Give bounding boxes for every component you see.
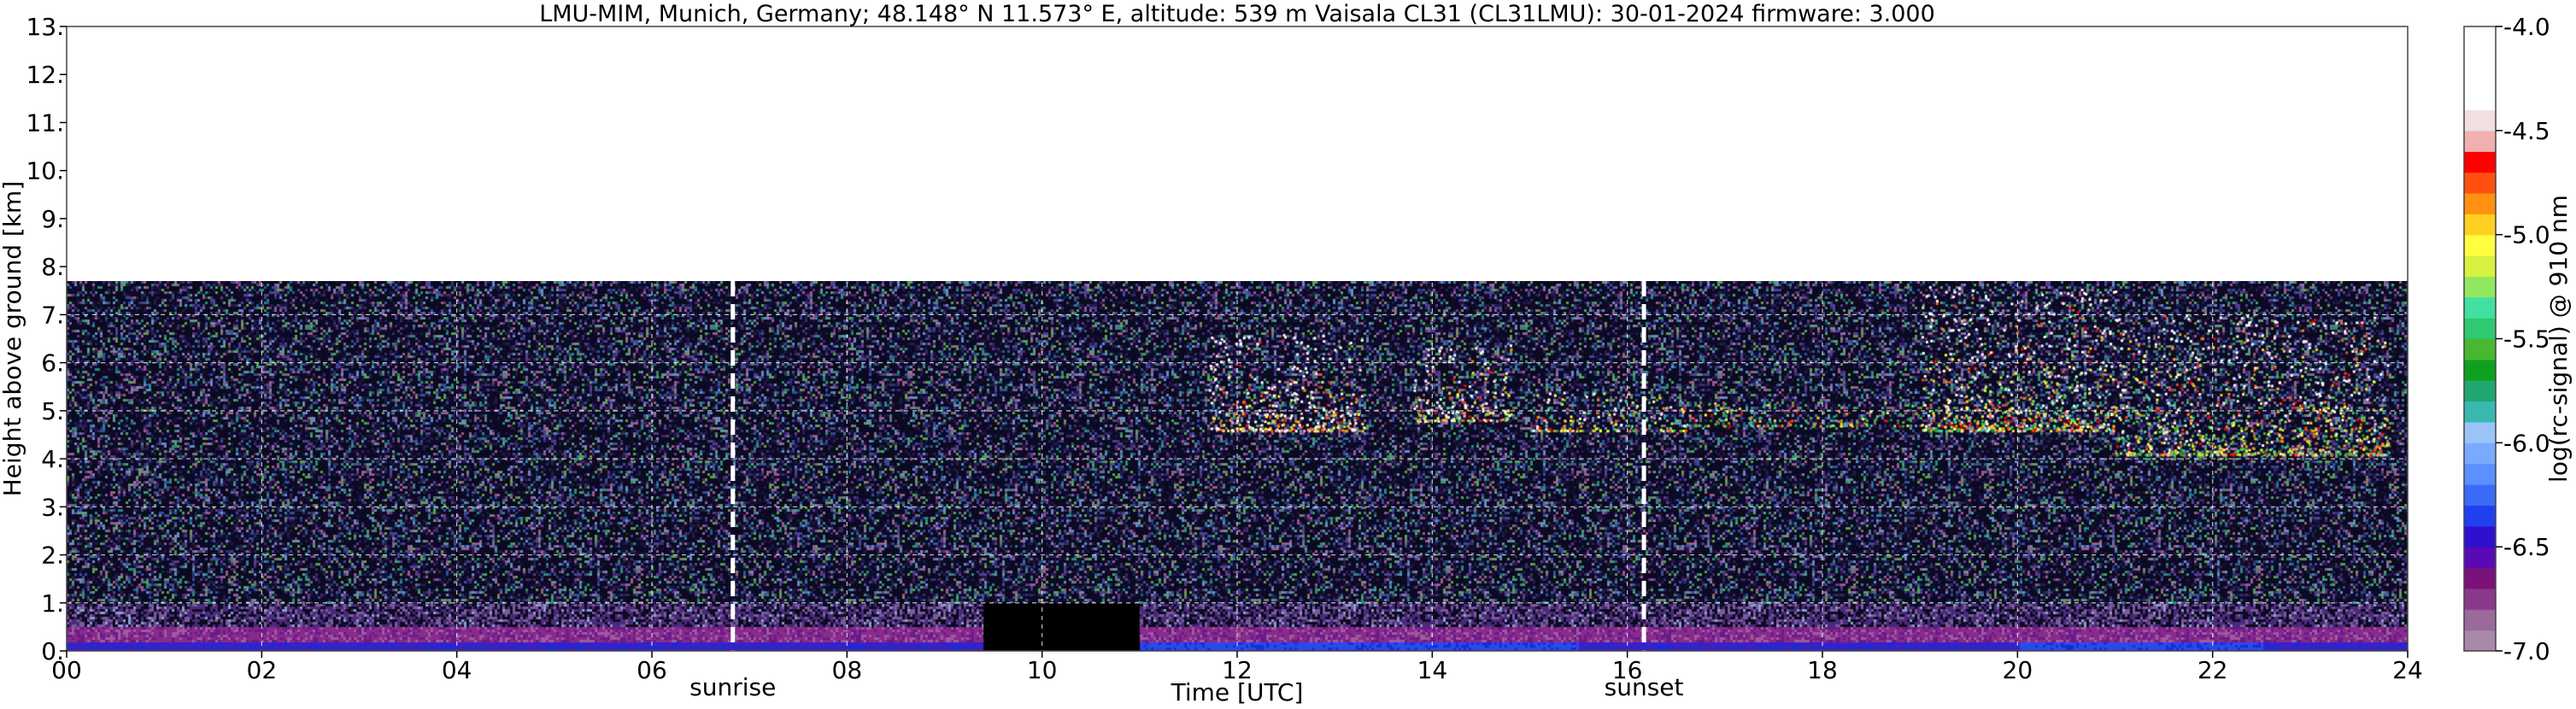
colorbar-segment	[2464, 630, 2496, 652]
event-markers: sunrise sunset	[689, 281, 1684, 701]
colorbar-segment	[2464, 318, 2496, 340]
x-tick-label: 10	[1027, 656, 1058, 684]
colorbar-segment	[2464, 151, 2496, 173]
y-tick-label: 13.	[26, 13, 64, 41]
x-tick-label: 08	[832, 656, 863, 684]
colorbar-segment	[2464, 359, 2496, 381]
x-tick-label: 22	[2198, 656, 2228, 684]
y-axis-ticks: 0. 1. 2. 3. 4. 5. 6. 7. 8. 9. 10. 11. 12. 13.	[26, 13, 67, 665]
grid-lines	[67, 26, 2408, 651]
y-tick-label: 6.	[41, 349, 64, 378]
colorbar-segment	[2464, 89, 2496, 111]
colorbar	[2463, 26, 2497, 652]
y-tick-label: 7.	[41, 301, 64, 329]
colorbar-segment	[2464, 463, 2496, 485]
x-tick-label: 00	[51, 656, 82, 684]
colorbar-tick-label: -6.0	[2503, 429, 2550, 457]
colorbar-segment	[2464, 484, 2496, 507]
colorbar-tick-label: -4.0	[2503, 13, 2550, 41]
colorbar-segment	[2464, 401, 2496, 423]
colorbar-label: log(rc-signal) @ 910 nm	[2544, 195, 2573, 483]
y-tick-label: 12.	[26, 61, 64, 89]
colorbar-segment	[2464, 588, 2496, 610]
x-tick-label: 20	[2003, 656, 2033, 684]
x-tick-label: 02	[247, 656, 278, 684]
colorbar-segment	[2464, 380, 2496, 402]
colorbar-segment	[2464, 505, 2496, 527]
colorbar-segment	[2464, 192, 2496, 214]
x-tick-label: 24	[2392, 656, 2423, 684]
y-tick-label: 11.	[26, 108, 64, 137]
colorbar-tick-label: -7.0	[2503, 637, 2550, 665]
x-axis-ticks: 00 02 04 06 08 10 12 14 16 18 20 22 24	[51, 651, 2423, 684]
y-tick-label: 1.	[41, 589, 64, 618]
y-tick-label: 5.	[41, 397, 64, 425]
colorbar-segment	[2464, 442, 2496, 465]
x-axis-label: Time [UTC]	[1171, 678, 1304, 706]
colorbar-segment	[2464, 172, 2496, 194]
colorbar-segment	[2464, 276, 2496, 298]
x-tick-label: 12	[1222, 656, 1253, 684]
colorbar-segment	[2464, 26, 2496, 48]
colorbar-segment	[2464, 234, 2496, 256]
x-tick-label: 04	[442, 656, 472, 684]
colorbar-segment	[2464, 47, 2496, 69]
y-tick-label: 3.	[41, 493, 64, 521]
y-axis-label: Height above ground [km]	[0, 181, 26, 497]
y-tick-label: 10.	[26, 157, 64, 185]
colorbar-tick-label: -5.0	[2503, 221, 2550, 249]
colorbar-segment	[2464, 109, 2496, 132]
colorbar-tick-label: -4.5	[2503, 117, 2550, 145]
y-tick-label: 2.	[41, 542, 64, 570]
colorbar-segment	[2464, 421, 2496, 443]
colorbar-segment	[2464, 338, 2496, 360]
colorbar-segment	[2464, 567, 2496, 589]
colorbar-tick-label: -5.5	[2503, 325, 2550, 354]
colorbar-segment	[2464, 547, 2496, 569]
colorbar-segment	[2464, 255, 2496, 277]
colorbar-segment	[2464, 130, 2496, 152]
y-tick-label: 8.	[41, 253, 64, 281]
x-tick-label: 16	[1612, 656, 1643, 684]
sunrise-label: sunrise	[689, 673, 776, 701]
colorbar-segment	[2464, 67, 2496, 90]
colorbar-tick-label: -6.5	[2503, 533, 2550, 561]
x-tick-label: 14	[1417, 656, 1448, 684]
colorbar-segment	[2464, 609, 2496, 631]
colorbar-segment	[2464, 214, 2496, 236]
y-tick-label: 0.	[41, 637, 64, 665]
colorbar-segment	[2464, 525, 2496, 548]
y-tick-label: 9.	[41, 205, 64, 233]
x-tick-label: 06	[637, 656, 667, 684]
sunset-label: sunset	[1605, 673, 1684, 701]
chart-title: LMU-MIM, Munich, Germany; 48.148° N 11.5…	[539, 1, 1935, 27]
y-tick-label: 4.	[41, 445, 64, 473]
colorbar-segment	[2464, 296, 2496, 319]
x-tick-label: 18	[1807, 656, 1838, 684]
colorbar-ticks: -4.0 -4.5 -5.0 -5.5 -6.0 -6.5 -7.0	[2496, 13, 2550, 665]
